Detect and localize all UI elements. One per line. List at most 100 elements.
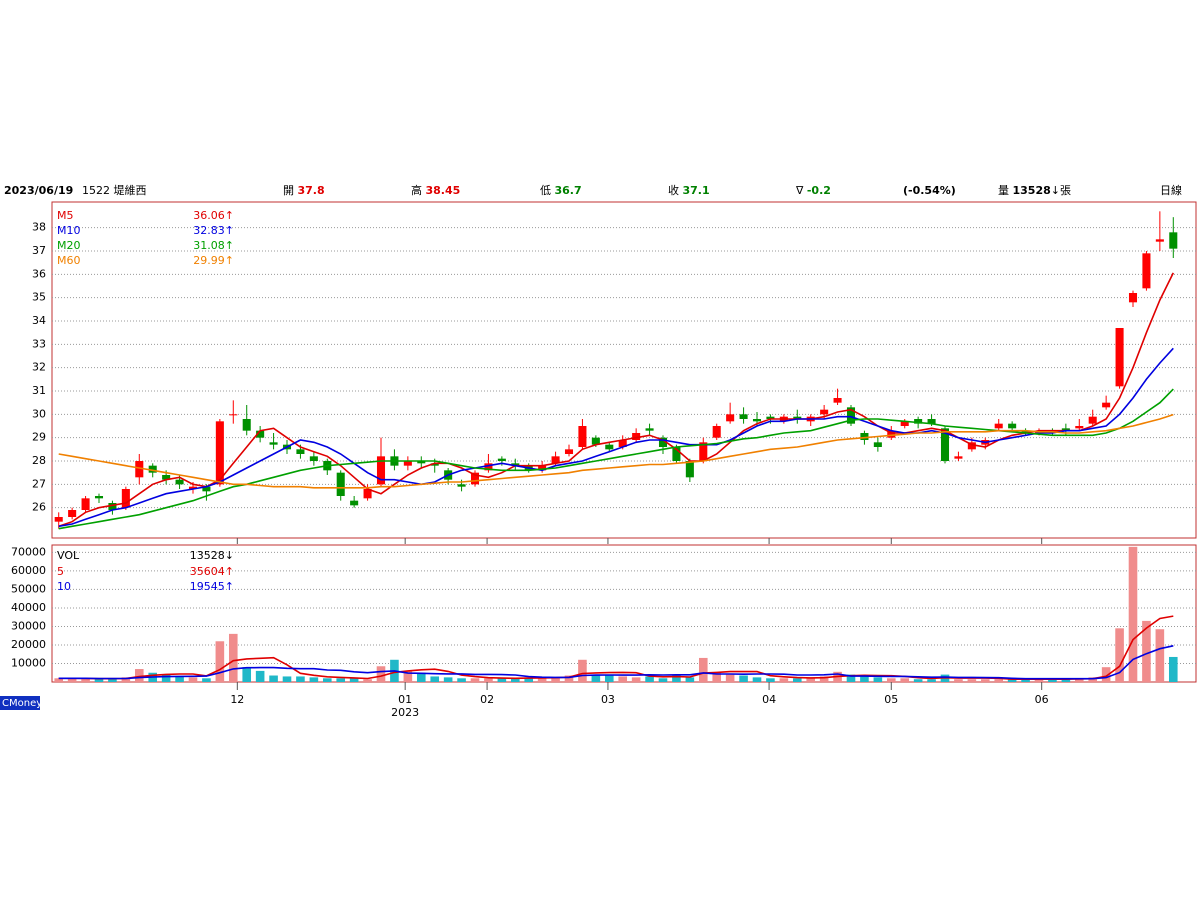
candle-body (752, 419, 762, 422)
volume-bar (255, 670, 265, 682)
x-tick-label: 06 (1035, 693, 1049, 706)
candle-body (135, 461, 144, 478)
volume-bar (322, 678, 332, 682)
candle-body (108, 503, 117, 510)
candle-body (900, 421, 909, 426)
volume-bar (591, 674, 601, 682)
candle-body (1155, 239, 1164, 242)
candle-body (417, 461, 426, 464)
volume-bar (792, 678, 802, 682)
volume-bar (819, 676, 829, 682)
candle-body (403, 461, 412, 466)
legend-name: M20 (57, 239, 81, 252)
y-tick-label: 27 (32, 477, 46, 490)
candle-body (242, 419, 251, 431)
candle-body (68, 510, 77, 517)
volume-bar (134, 669, 144, 682)
volume-bar (1155, 629, 1165, 682)
candle-body (376, 456, 386, 485)
ma-line (58, 413, 1174, 489)
candle-body (726, 414, 735, 422)
field-value: 37.1 (683, 184, 710, 197)
y-tick-label: 70000 (11, 545, 46, 558)
legend-value: 36.06↑ (193, 209, 234, 222)
field-label: 開 (283, 184, 294, 197)
candle-body (1061, 428, 1070, 431)
volume-bar (1034, 679, 1044, 682)
legend-value: 29.99↑ (193, 254, 234, 267)
y-tick-label: 60000 (11, 564, 46, 577)
candle-body (1169, 232, 1178, 249)
volume-bar (470, 678, 480, 682)
volume-bar (886, 678, 896, 682)
volume-bar (860, 676, 869, 682)
candle-body (994, 423, 1003, 429)
watermark: CMoney (2, 698, 42, 709)
legend-name: 5 (57, 565, 64, 578)
y-tick-label: 30000 (11, 619, 46, 632)
header-field: 低 36.7 (540, 184, 582, 197)
candle-body (887, 430, 896, 438)
volume-bar (685, 677, 695, 682)
candle-body (632, 433, 641, 440)
volume-bar (443, 677, 453, 682)
legend-value: 35604↑ (190, 565, 234, 578)
legend-value: 32.83↑ (193, 224, 234, 237)
y-tick-label: 30 (32, 407, 46, 420)
volume-bar (215, 641, 225, 682)
candle-body (511, 463, 520, 466)
volume-bar (618, 676, 628, 682)
legend-name: M60 (57, 254, 81, 267)
header-field: 開 37.8 (283, 184, 325, 197)
volume-bar (510, 678, 520, 682)
volume-bar (94, 679, 104, 682)
volume-bar (1074, 678, 1084, 682)
volume-bar (376, 666, 386, 682)
candle-body (699, 442, 708, 461)
volume-bar (537, 677, 547, 682)
volume-bar (564, 675, 574, 682)
x-tick-label: 12 (230, 693, 244, 706)
volume-bar (658, 678, 668, 682)
volume-bar (524, 677, 534, 682)
field-value: -0.2 (807, 184, 831, 197)
field-value: 36.7 (555, 184, 582, 197)
candle-body (538, 465, 547, 471)
candle-body (162, 475, 171, 480)
candle-body (551, 456, 560, 464)
candle-body (1102, 402, 1111, 408)
ma-line (58, 347, 1174, 528)
candle-body (256, 430, 265, 438)
legend-value: 13528↓ (190, 549, 234, 562)
y-tick-label: 33 (32, 337, 46, 350)
volume-bar (927, 679, 936, 682)
candle-body (860, 433, 869, 440)
legend-title: VOL (57, 549, 80, 562)
ma-line (58, 645, 1174, 680)
volume-bar (416, 672, 426, 682)
candle-body (54, 517, 63, 522)
volume-bar (551, 677, 560, 682)
candle-body (940, 428, 950, 461)
legend-name: M10 (57, 224, 81, 237)
candle-body (578, 426, 587, 447)
volume-bar (1088, 677, 1098, 682)
volume-bar (967, 679, 977, 682)
volume-bar (604, 675, 614, 682)
candle-body (685, 461, 694, 478)
volume-bar (309, 677, 319, 682)
candle-body (793, 416, 802, 419)
candle-body (1115, 328, 1124, 387)
volume-bar (296, 676, 305, 682)
candle-body (81, 498, 90, 510)
y-tick-label: 20000 (11, 638, 46, 651)
candle-body (336, 472, 345, 496)
field-label: 低 (540, 184, 551, 197)
field-label: 高 (411, 183, 422, 197)
y-tick-label: 28 (32, 454, 46, 467)
candle-body (470, 472, 480, 485)
volume-bar (712, 672, 722, 682)
